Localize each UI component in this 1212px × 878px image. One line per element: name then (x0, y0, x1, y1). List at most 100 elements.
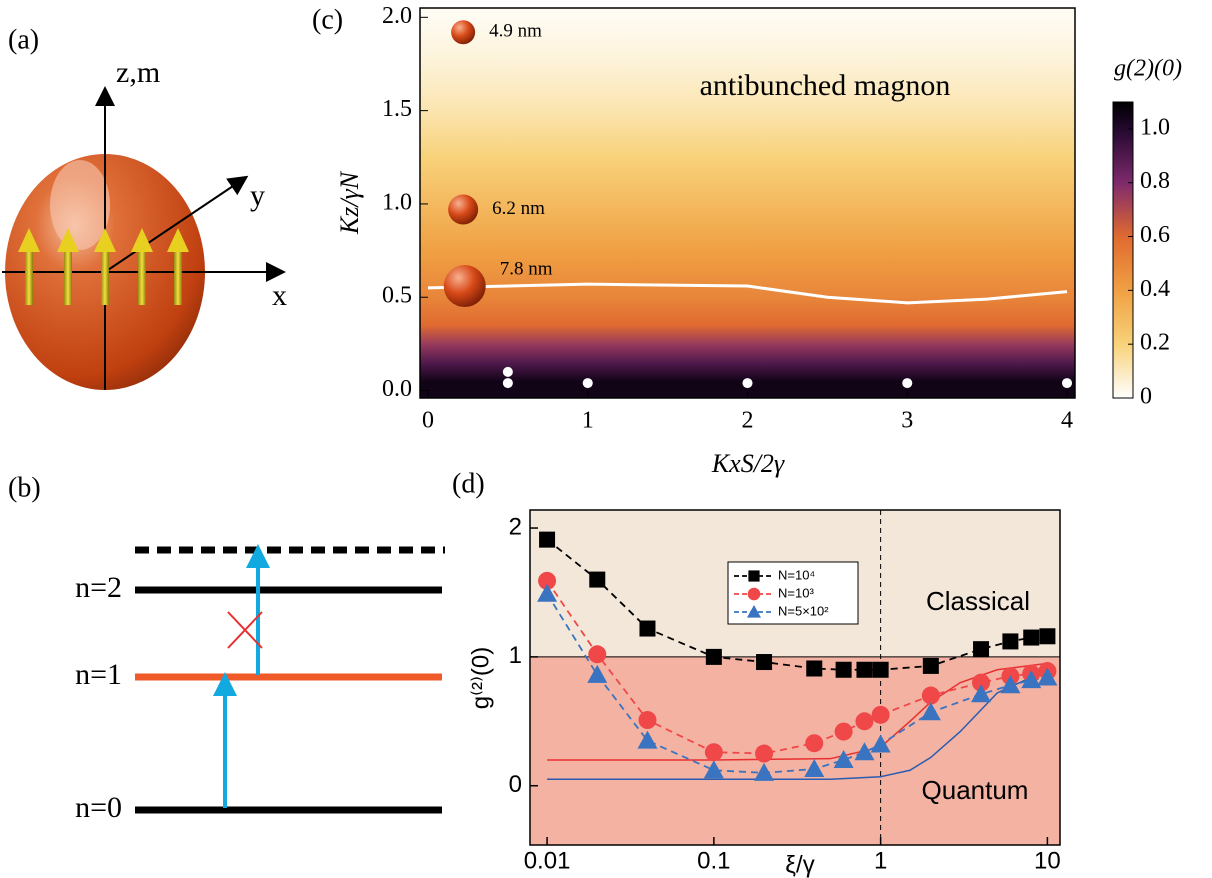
colorbar-segment (1113, 109, 1133, 118)
blocked-mark (227, 611, 263, 649)
colorbar-segment (1113, 213, 1133, 221)
marker (637, 730, 658, 749)
marker (920, 702, 941, 721)
legend-label: N=10⁴ (778, 567, 815, 582)
point (1062, 378, 1073, 389)
marker (834, 722, 853, 741)
marker (835, 661, 852, 678)
colorbar-segment (1113, 153, 1133, 162)
colorbar-segment (1113, 168, 1133, 177)
colorbar-segment (1113, 116, 1133, 125)
marker (539, 531, 556, 548)
y-axis-label: Kz/γN (335, 170, 364, 235)
sphere-label: 7.8 nm (500, 258, 553, 279)
colorbar-segment (1113, 316, 1133, 325)
x-axis-label: ξ/γ (785, 851, 814, 878)
marker (854, 742, 875, 761)
heat-cell (420, 362, 1075, 382)
colorbar-segment (1113, 338, 1133, 347)
region-label: Classical (926, 586, 1030, 616)
colorbar-segment (1113, 287, 1133, 295)
colorbar-segment (1113, 161, 1133, 170)
panel-label: (d) (452, 468, 485, 499)
x-tick-label: 0.1 (697, 847, 730, 874)
colorbar-segment (1113, 190, 1133, 199)
heat-cell (420, 110, 1075, 158)
colorbar-tick-label: 0.2 (1140, 330, 1170, 356)
y-tick-label: 0.5 (382, 283, 412, 309)
marker (1002, 633, 1019, 650)
contour-line (427, 282, 1068, 305)
colorbar-segment (1113, 139, 1133, 147)
x-tick-label: 1 (582, 408, 594, 434)
marker (756, 654, 773, 671)
sphere-label: 4.9 nm (489, 21, 542, 42)
colorbar-segment (1113, 353, 1133, 362)
colorbar-segment (1113, 227, 1133, 236)
x-tick-label: 1 (874, 847, 887, 874)
point (502, 366, 513, 377)
axis-label: z,m (116, 56, 160, 89)
panel-label: (c) (312, 4, 343, 35)
panel-label: (a) (8, 24, 39, 55)
y-tick-label: 1.5 (382, 96, 412, 122)
marker (589, 571, 606, 588)
marker (638, 711, 657, 730)
legend-label: N=10³ (778, 585, 814, 600)
panel-b: (b) n=2 n=1 n=0 (8, 472, 445, 824)
series-line (546, 580, 1048, 755)
legend-marker (748, 570, 760, 582)
marker (972, 673, 991, 692)
heat-cell (420, 250, 1075, 298)
marker (971, 684, 992, 703)
level-label: n=2 (75, 571, 122, 604)
y-tick-label: 2 (509, 513, 522, 540)
x-axis-label: KxS/2γ (711, 449, 785, 478)
y-axis (104, 175, 249, 273)
colorbar-tick-label: 1.0 (1140, 114, 1170, 140)
marker (754, 762, 775, 781)
y-tick-label: 0.0 (382, 376, 412, 402)
colorbar-segment (1113, 264, 1133, 273)
colorbar-segment (1113, 375, 1133, 384)
marker (1021, 670, 1042, 689)
point (502, 378, 513, 389)
y-tick-label: 1.0 (382, 189, 412, 215)
y-tick-label: 2.0 (382, 3, 412, 29)
heat-cell (420, 297, 1075, 326)
colorbar-segment (1113, 272, 1133, 281)
marker (755, 744, 774, 763)
marker (1023, 629, 1040, 646)
spin-arrows (18, 228, 189, 305)
point (582, 378, 593, 389)
marker (703, 760, 724, 779)
colorbar-segment (1113, 390, 1133, 399)
x-tick-label: 0.01 (524, 847, 571, 874)
marker (537, 583, 558, 602)
x-tick-label: 10 (1034, 847, 1061, 874)
marker (973, 641, 990, 658)
marker (870, 734, 891, 753)
region (530, 656, 1060, 845)
colorbar-segment (1113, 242, 1133, 251)
legend-marker (747, 605, 761, 618)
colorbar-segment (1113, 309, 1133, 318)
colorbar-segment (1113, 102, 1133, 110)
x-tick-label: 4 (1061, 408, 1073, 434)
colorbar-segment (1113, 324, 1133, 332)
colorbar-segment (1113, 131, 1133, 140)
panel-a: (a) z,m y x (2, 24, 287, 390)
y-tick-label: 1 (509, 642, 522, 669)
sphere-label: 6.2 nm (492, 198, 545, 219)
colorbar-segment (1113, 368, 1133, 377)
marker (588, 645, 607, 664)
colorbar-tick-label: 0 (1140, 384, 1152, 410)
level-label: n=1 (75, 658, 122, 691)
heat-cell (420, 203, 1075, 252)
marker (1037, 667, 1058, 686)
colorbar-segment (1113, 331, 1133, 340)
panel-label: (b) (8, 472, 41, 503)
heat-cell (420, 157, 1075, 205)
marker (538, 571, 557, 590)
colorbar-segment (1113, 176, 1133, 184)
